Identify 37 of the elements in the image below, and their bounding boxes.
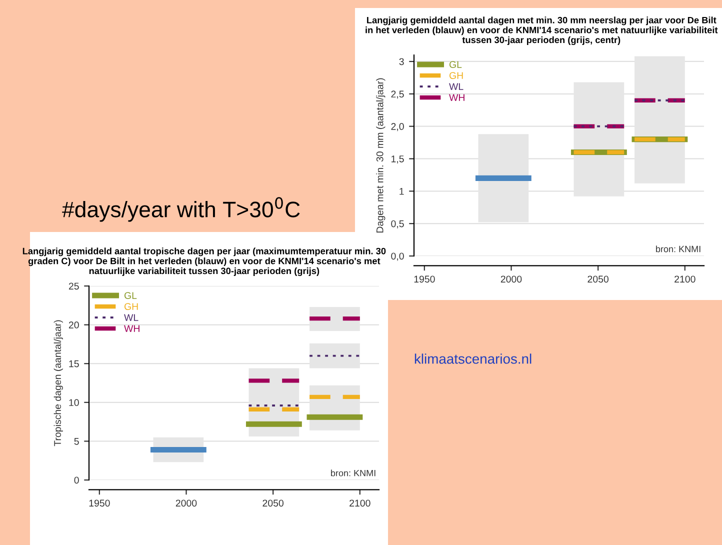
x-tick-label: 2100 <box>350 500 370 507</box>
text: #days/year with T>30$^{0}$C <box>62 197 300 222</box>
legend-label: GL <box>449 61 462 68</box>
y-tick-label: 10 <box>69 399 79 406</box>
y-tick-label: 0,0 <box>391 252 404 261</box>
x-tick-label: 1950 <box>89 500 110 507</box>
annotation: bron: KNMI <box>656 246 700 252</box>
legend-label: WH <box>449 94 464 101</box>
y-tick-label: 3 <box>399 58 404 66</box>
annotation: bron: KNMI <box>331 470 376 476</box>
x-tick-label: 1950 <box>414 276 435 283</box>
chart-title: Langjarig gemiddeld aantal dagen met min. 30 mm neerslag per jaar voor De Bilt in het verleden (blauw) en voor de KNMI'14 scenario's met natuurlijke variabiliteit tussen 30-jaar perioden (grijs, centr) <box>366 16 718 45</box>
legend-label: WL <box>449 83 464 90</box>
x-tick-label: 2000 <box>176 500 197 507</box>
x-tick-label: 2050 <box>588 276 609 283</box>
text: klimaatscenarios.nl <box>414 354 532 364</box>
legend-label: GH <box>449 72 463 79</box>
y-tick-label: 15 <box>69 360 79 368</box>
y-axis-title: Tropische dagen (aantal/jaar) <box>54 320 63 446</box>
y-tick-label: 5 <box>74 438 79 445</box>
y-tick-label: 0,5 <box>391 220 404 228</box>
y-tick-label: 1 <box>400 188 404 195</box>
legend-label: WL <box>124 314 138 321</box>
y-tick-label: 20 <box>68 322 79 328</box>
chart-title: Langjarig gemiddeld aantal tropische dagen per jaar (maximumtemperatuur min. 30 graden C) voor De Bilt in het verleden (blauw) en voor de KNMI'14 scenario's met natuurlijke variabiliteit tussen 30-jaar perioden (grijs) <box>22 248 386 276</box>
y-tick-label: 1,5 <box>392 156 404 164</box>
x-tick-label: 2000 <box>500 276 522 283</box>
y-tick-label: 0 <box>74 476 79 484</box>
legend-label: GH <box>124 303 138 310</box>
x-tick-label: 2100 <box>674 276 696 283</box>
y-tick-label: 2,0 <box>391 123 404 132</box>
y-tick-label: 2,5 <box>391 90 404 99</box>
legend-label: GL <box>124 292 137 299</box>
x-tick-label: 2050 <box>262 500 284 507</box>
legend-label: WH <box>124 325 140 332</box>
y-tick-label: 25 <box>68 282 79 290</box>
y-axis-title: Dagen met min. 30 mm (aantal/jaar) <box>376 78 386 233</box>
